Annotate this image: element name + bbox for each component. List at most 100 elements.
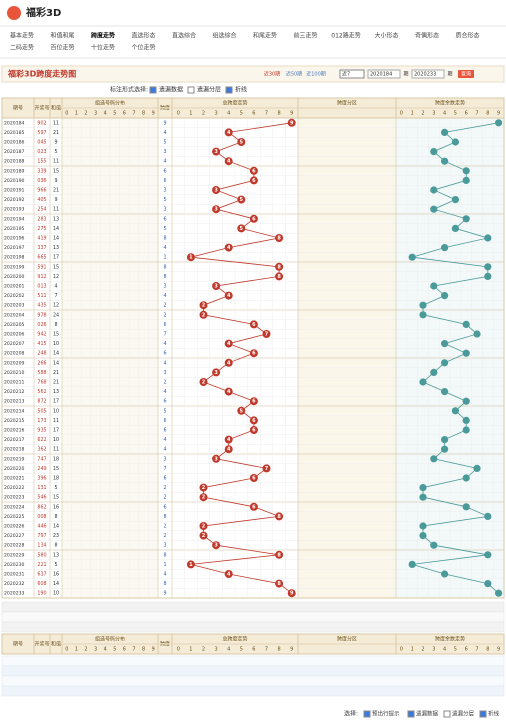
- stats-row: [1, 655, 505, 667]
- rem-ball: [419, 301, 427, 309]
- recent-filter[interactable]: 近30期: [264, 71, 280, 78]
- checkbox[interactable]: [225, 86, 233, 94]
- rem-ball: [430, 186, 438, 194]
- logo: 福彩3D: [25, 6, 61, 19]
- span-ball: [199, 531, 208, 540]
- recent-filter[interactable]: 近100期: [306, 71, 326, 78]
- digit-header: 2: [421, 111, 424, 117]
- period-cell: 2020222: [4, 485, 25, 491]
- option-label[interactable]: 遗漏分层: [197, 86, 221, 94]
- nav-tab[interactable]: 直选形态: [131, 32, 155, 40]
- digit-header: 8: [486, 647, 489, 653]
- period-cell: 2020225: [4, 514, 25, 520]
- span-cell: 2: [163, 533, 166, 539]
- digit-header: 3: [215, 647, 218, 653]
- select-box[interactable]: [339, 69, 365, 79]
- span-cell: 4: [163, 360, 166, 366]
- rem-ball: [462, 176, 470, 184]
- checkbox[interactable]: [407, 710, 415, 718]
- span-cell: 4: [163, 437, 166, 443]
- nav-tab[interactable]: 和值和尾: [50, 32, 74, 40]
- period-cell: 2020214: [4, 408, 25, 414]
- header-bar: [0, 0, 506, 26]
- option-label[interactable]: 遗漏数据: [159, 86, 183, 94]
- sum-cell: 15: [53, 264, 59, 270]
- nav-tab[interactable]: 质合形态: [455, 32, 479, 40]
- checkbox[interactable]: [149, 86, 157, 94]
- number-cell: 546: [37, 495, 46, 501]
- rem-ball: [484, 551, 492, 559]
- checkbox[interactable]: [363, 710, 371, 718]
- footer-option[interactable]: 折线: [488, 710, 500, 718]
- digit-header: 8: [278, 647, 281, 653]
- to-input[interactable]: [411, 69, 445, 79]
- digit-header: 4: [443, 647, 446, 653]
- query-label[interactable]: 查询: [461, 71, 471, 78]
- span-cell: 4: [163, 130, 166, 136]
- span-cell: 5: [163, 408, 166, 414]
- digit-header: 5: [454, 111, 457, 117]
- sum-cell: 18: [53, 476, 59, 482]
- span-cell: 3: [163, 284, 166, 290]
- sum-cell: 11: [53, 418, 59, 424]
- span-ball-label: 7: [265, 466, 269, 472]
- span-cell: 7: [163, 332, 166, 338]
- span-ball: [212, 282, 221, 290]
- period-cell: 2020226: [4, 524, 25, 530]
- digit-header: 7: [475, 111, 478, 117]
- footer-option[interactable]: 预出行提示: [372, 710, 400, 718]
- nav-tab[interactable]: 奇偶形态: [415, 32, 439, 40]
- nav-tab[interactable]: 大小形态: [374, 32, 398, 40]
- sum-cell: 11: [53, 207, 59, 213]
- sum-cell: 14: [53, 226, 59, 232]
- from-value: 2020184: [370, 72, 392, 78]
- span-ball-label: 1: [189, 562, 193, 568]
- nav-tab[interactable]: 组选综合: [212, 32, 236, 40]
- period-cell: 2020206: [4, 332, 25, 338]
- digit-header: 1: [411, 111, 414, 117]
- footer-option[interactable]: 遗漏分层: [452, 710, 475, 718]
- span-ball-label: 6: [252, 476, 256, 482]
- sum-cell: 16: [53, 572, 59, 578]
- nav-tab[interactable]: 个位走势: [131, 44, 155, 52]
- digit-header: 1: [75, 111, 78, 117]
- option-label[interactable]: 折线: [235, 86, 247, 94]
- period-cell: 2020200: [4, 274, 25, 280]
- nav-tab[interactable]: 前三走势: [293, 32, 317, 40]
- sum-cell: 10: [53, 408, 59, 414]
- nav-tab[interactable]: 直选综合: [172, 32, 196, 40]
- nav-tab[interactable]: 012路走势: [331, 32, 360, 40]
- nav-tab[interactable]: 十位走势: [91, 44, 115, 52]
- sum-cell: 21: [53, 130, 59, 136]
- footer-option[interactable]: 遗漏数据: [416, 710, 439, 718]
- recent-filter[interactable]: 近50期: [286, 71, 302, 78]
- digit-header: 3: [432, 111, 435, 117]
- digit-header: 6: [252, 647, 255, 653]
- checkbox[interactable]: [187, 86, 195, 94]
- period-cell: 2020190: [4, 178, 25, 184]
- digit-header: 5: [240, 111, 243, 117]
- sum-cell: 21: [53, 380, 59, 386]
- nav-tab[interactable]: 基本走势: [10, 32, 34, 40]
- rem-ball: [484, 580, 492, 588]
- sum-cell: 5: [54, 562, 57, 568]
- span-ball: [275, 512, 284, 521]
- nav-tab[interactable]: 和尾走势: [253, 32, 277, 40]
- rem-ball: [441, 570, 449, 578]
- query-button[interactable]: [458, 70, 474, 78]
- period-cell: 2020219: [4, 456, 25, 462]
- nav-tab[interactable]: 跨度走势: [91, 32, 115, 40]
- checkbox[interactable]: [443, 710, 451, 718]
- period-cell: 2020201: [4, 284, 25, 290]
- from-input[interactable]: [367, 69, 401, 79]
- sum-cell: 9: [54, 197, 57, 203]
- span-ball-label: 6: [252, 418, 256, 424]
- digit-header: 2: [202, 647, 205, 653]
- span-cell: 5: [163, 140, 166, 146]
- nav-tab[interactable]: 二码走势: [10, 44, 34, 52]
- nav-tab[interactable]: 百位走势: [50, 44, 74, 52]
- number-cell: 665: [37, 255, 46, 261]
- checkbox[interactable]: [479, 710, 487, 718]
- sum-cell: 23: [53, 533, 59, 539]
- span-cell: 4: [163, 159, 166, 165]
